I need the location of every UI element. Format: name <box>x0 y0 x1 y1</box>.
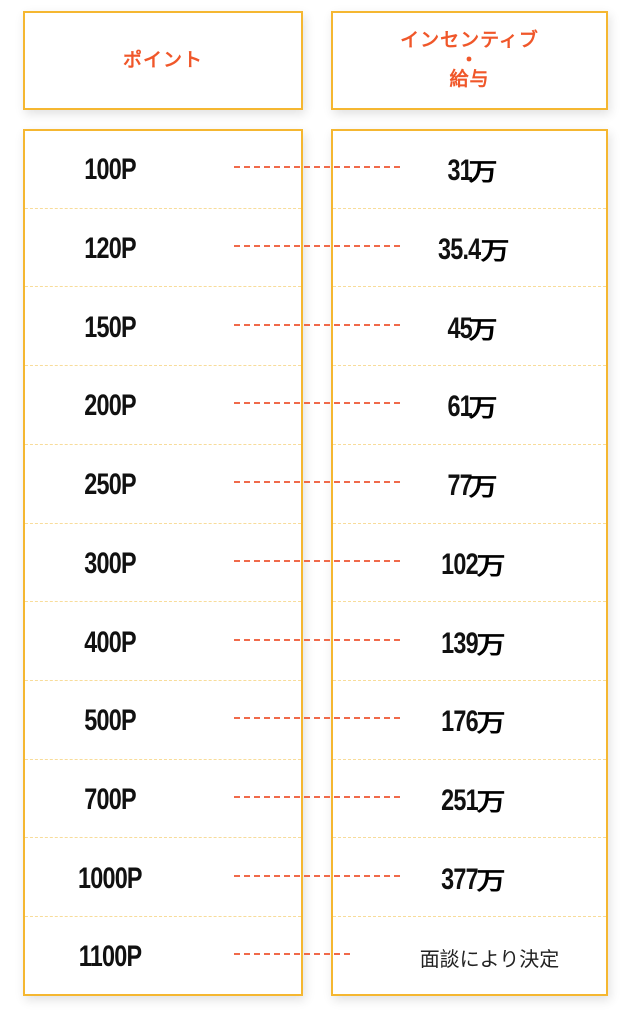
points-row: 100P <box>25 131 301 210</box>
connector-line <box>234 245 400 248</box>
incentive-row: 77万 <box>333 446 606 525</box>
incentive-amount: 251 <box>441 783 478 817</box>
incentive-unit: 万 <box>468 158 498 187</box>
points-row: 150P <box>25 288 301 367</box>
row-separator <box>25 286 301 288</box>
incentive-unit: 万 <box>480 237 510 266</box>
points-row: 1100P <box>25 918 301 997</box>
row-separator <box>25 758 301 760</box>
incentive-row: 176万 <box>333 682 606 761</box>
incentive-header-dot: ・ <box>459 48 480 71</box>
row-separator <box>333 207 606 209</box>
row-separator <box>333 286 606 288</box>
row-separator <box>25 207 301 209</box>
connector-line <box>234 795 400 798</box>
incentive-unit: 万 <box>468 394 498 423</box>
incentive-unit: 万 <box>468 315 498 344</box>
incentive-unit: 万 <box>476 709 506 738</box>
incentive-row: 139万 <box>333 603 606 682</box>
points-row: 300P <box>25 525 301 604</box>
points-value: 100P <box>84 153 136 187</box>
connector-line <box>234 559 400 562</box>
incentive-header-label: インセンティブ <box>400 29 539 52</box>
incentive-amount: 61 <box>447 390 472 424</box>
points-value: 1000P <box>78 861 143 895</box>
row-separator <box>25 365 301 367</box>
points-value: 500P <box>84 704 136 738</box>
incentive-unit: 万 <box>476 551 506 580</box>
row-separator <box>333 601 606 603</box>
row-separator <box>25 522 301 524</box>
points-value: 300P <box>84 546 136 580</box>
points-value: 700P <box>84 782 136 816</box>
points-value: 250P <box>84 468 136 502</box>
incentive-row: 35.4万 <box>333 210 606 289</box>
connector-line <box>234 323 400 326</box>
points-header-label: ポイント <box>122 48 203 71</box>
points-row: 500P <box>25 682 301 761</box>
incentive-unit: 万 <box>468 473 498 502</box>
row-separator <box>333 522 606 524</box>
row-separator <box>333 365 606 367</box>
incentive-column: 31万 35.4万 45万 61万 77万 102万 139万 176万 251万 377万 面談に… <box>331 129 608 996</box>
incentive-text: 面談により決定 <box>419 946 560 971</box>
incentive-amount: 176 <box>441 705 478 739</box>
row-separator <box>333 916 606 917</box>
points-row: 700P <box>25 761 301 840</box>
points-row: 120P <box>25 210 301 289</box>
row-separator <box>25 679 301 681</box>
incentive-row: 61万 <box>333 367 606 446</box>
incentive-header-salary: 給与 <box>449 68 490 91</box>
row-separator <box>333 758 606 760</box>
incentive-amount: 45 <box>447 311 472 345</box>
incentive-amount: 77 <box>447 469 472 503</box>
incentive-amount: 377 <box>441 862 478 896</box>
row-separator <box>25 443 301 445</box>
row-separator <box>333 837 606 839</box>
connector-line <box>234 953 350 956</box>
incentive-amount: 139 <box>441 626 478 660</box>
incentive-row: 45万 <box>333 288 606 367</box>
points-value: 150P <box>84 310 136 344</box>
points-header: ポイント <box>23 11 303 110</box>
connector-line <box>234 638 400 641</box>
incentive-unit: 万 <box>476 630 506 659</box>
connector-line <box>234 874 400 877</box>
row-separator <box>25 837 301 839</box>
incentive-row: 102万 <box>333 525 606 604</box>
incentive-unit: 万 <box>476 787 506 816</box>
points-value: 400P <box>84 625 136 659</box>
connector-line <box>234 402 400 405</box>
incentive-amount: 35.4 <box>438 233 481 267</box>
points-row: 200P <box>25 367 301 446</box>
points-row: 1000P <box>25 839 301 918</box>
incentive-row: 377万 <box>333 839 606 918</box>
connector-line <box>234 717 400 720</box>
connector-line <box>234 166 400 169</box>
incentive-unit: 万 <box>476 866 506 895</box>
incentive-amount: 31 <box>447 154 472 188</box>
points-column: 100P 120P 150P 200P 250P 300P 400P 500P 700P 1000… <box>23 129 303 996</box>
row-separator <box>333 679 606 681</box>
row-separator <box>25 601 301 603</box>
incentive-amount: 102 <box>441 547 478 581</box>
row-separator <box>333 443 606 445</box>
connector-line <box>234 481 400 484</box>
points-value: 120P <box>84 232 136 266</box>
points-value: 1100P <box>78 940 142 974</box>
incentive-row: 31万 <box>333 131 606 210</box>
points-value: 200P <box>84 389 136 423</box>
row-separator <box>25 916 301 917</box>
incentive-row: 面談により決定 <box>333 918 606 997</box>
points-row: 400P <box>25 603 301 682</box>
incentive-header: インセンティブ ・ 給与 <box>331 11 608 110</box>
points-row: 250P <box>25 446 301 525</box>
incentive-row: 251万 <box>333 761 606 840</box>
